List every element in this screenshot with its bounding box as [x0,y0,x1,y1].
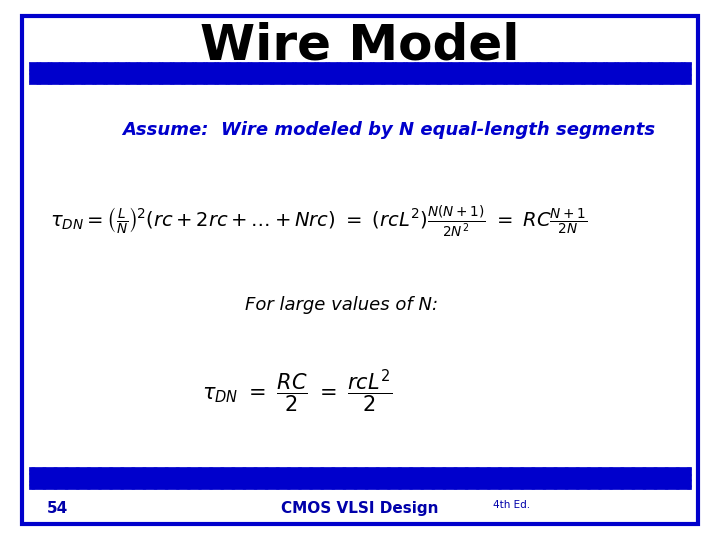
FancyBboxPatch shape [29,467,691,489]
Text: $\tau_{DN} = \left(\frac{L}{N}\right)^{\!2}(rc + 2rc + \ldots + Nrc)\ =\ (rcL^2): $\tau_{DN} = \left(\frac{L}{N}\right)^{\… [50,204,588,239]
FancyBboxPatch shape [22,16,698,524]
FancyBboxPatch shape [29,62,691,84]
Text: CMOS VLSI Design: CMOS VLSI Design [282,501,438,516]
Text: For large values of N:: For large values of N: [245,296,438,314]
Text: Wire Model: Wire Model [200,22,520,70]
Text: $\tau_{DN}\ =\ \dfrac{RC}{2}\ =\ \dfrac{rcL^2}{2}$: $\tau_{DN}\ =\ \dfrac{RC}{2}\ =\ \dfrac{… [202,368,392,415]
Text: 4th Ed.: 4th Ed. [493,500,531,510]
Text: 54: 54 [47,501,68,516]
Text: Assume:  Wire modeled by N equal-length segments: Assume: Wire modeled by N equal-length s… [122,120,655,139]
